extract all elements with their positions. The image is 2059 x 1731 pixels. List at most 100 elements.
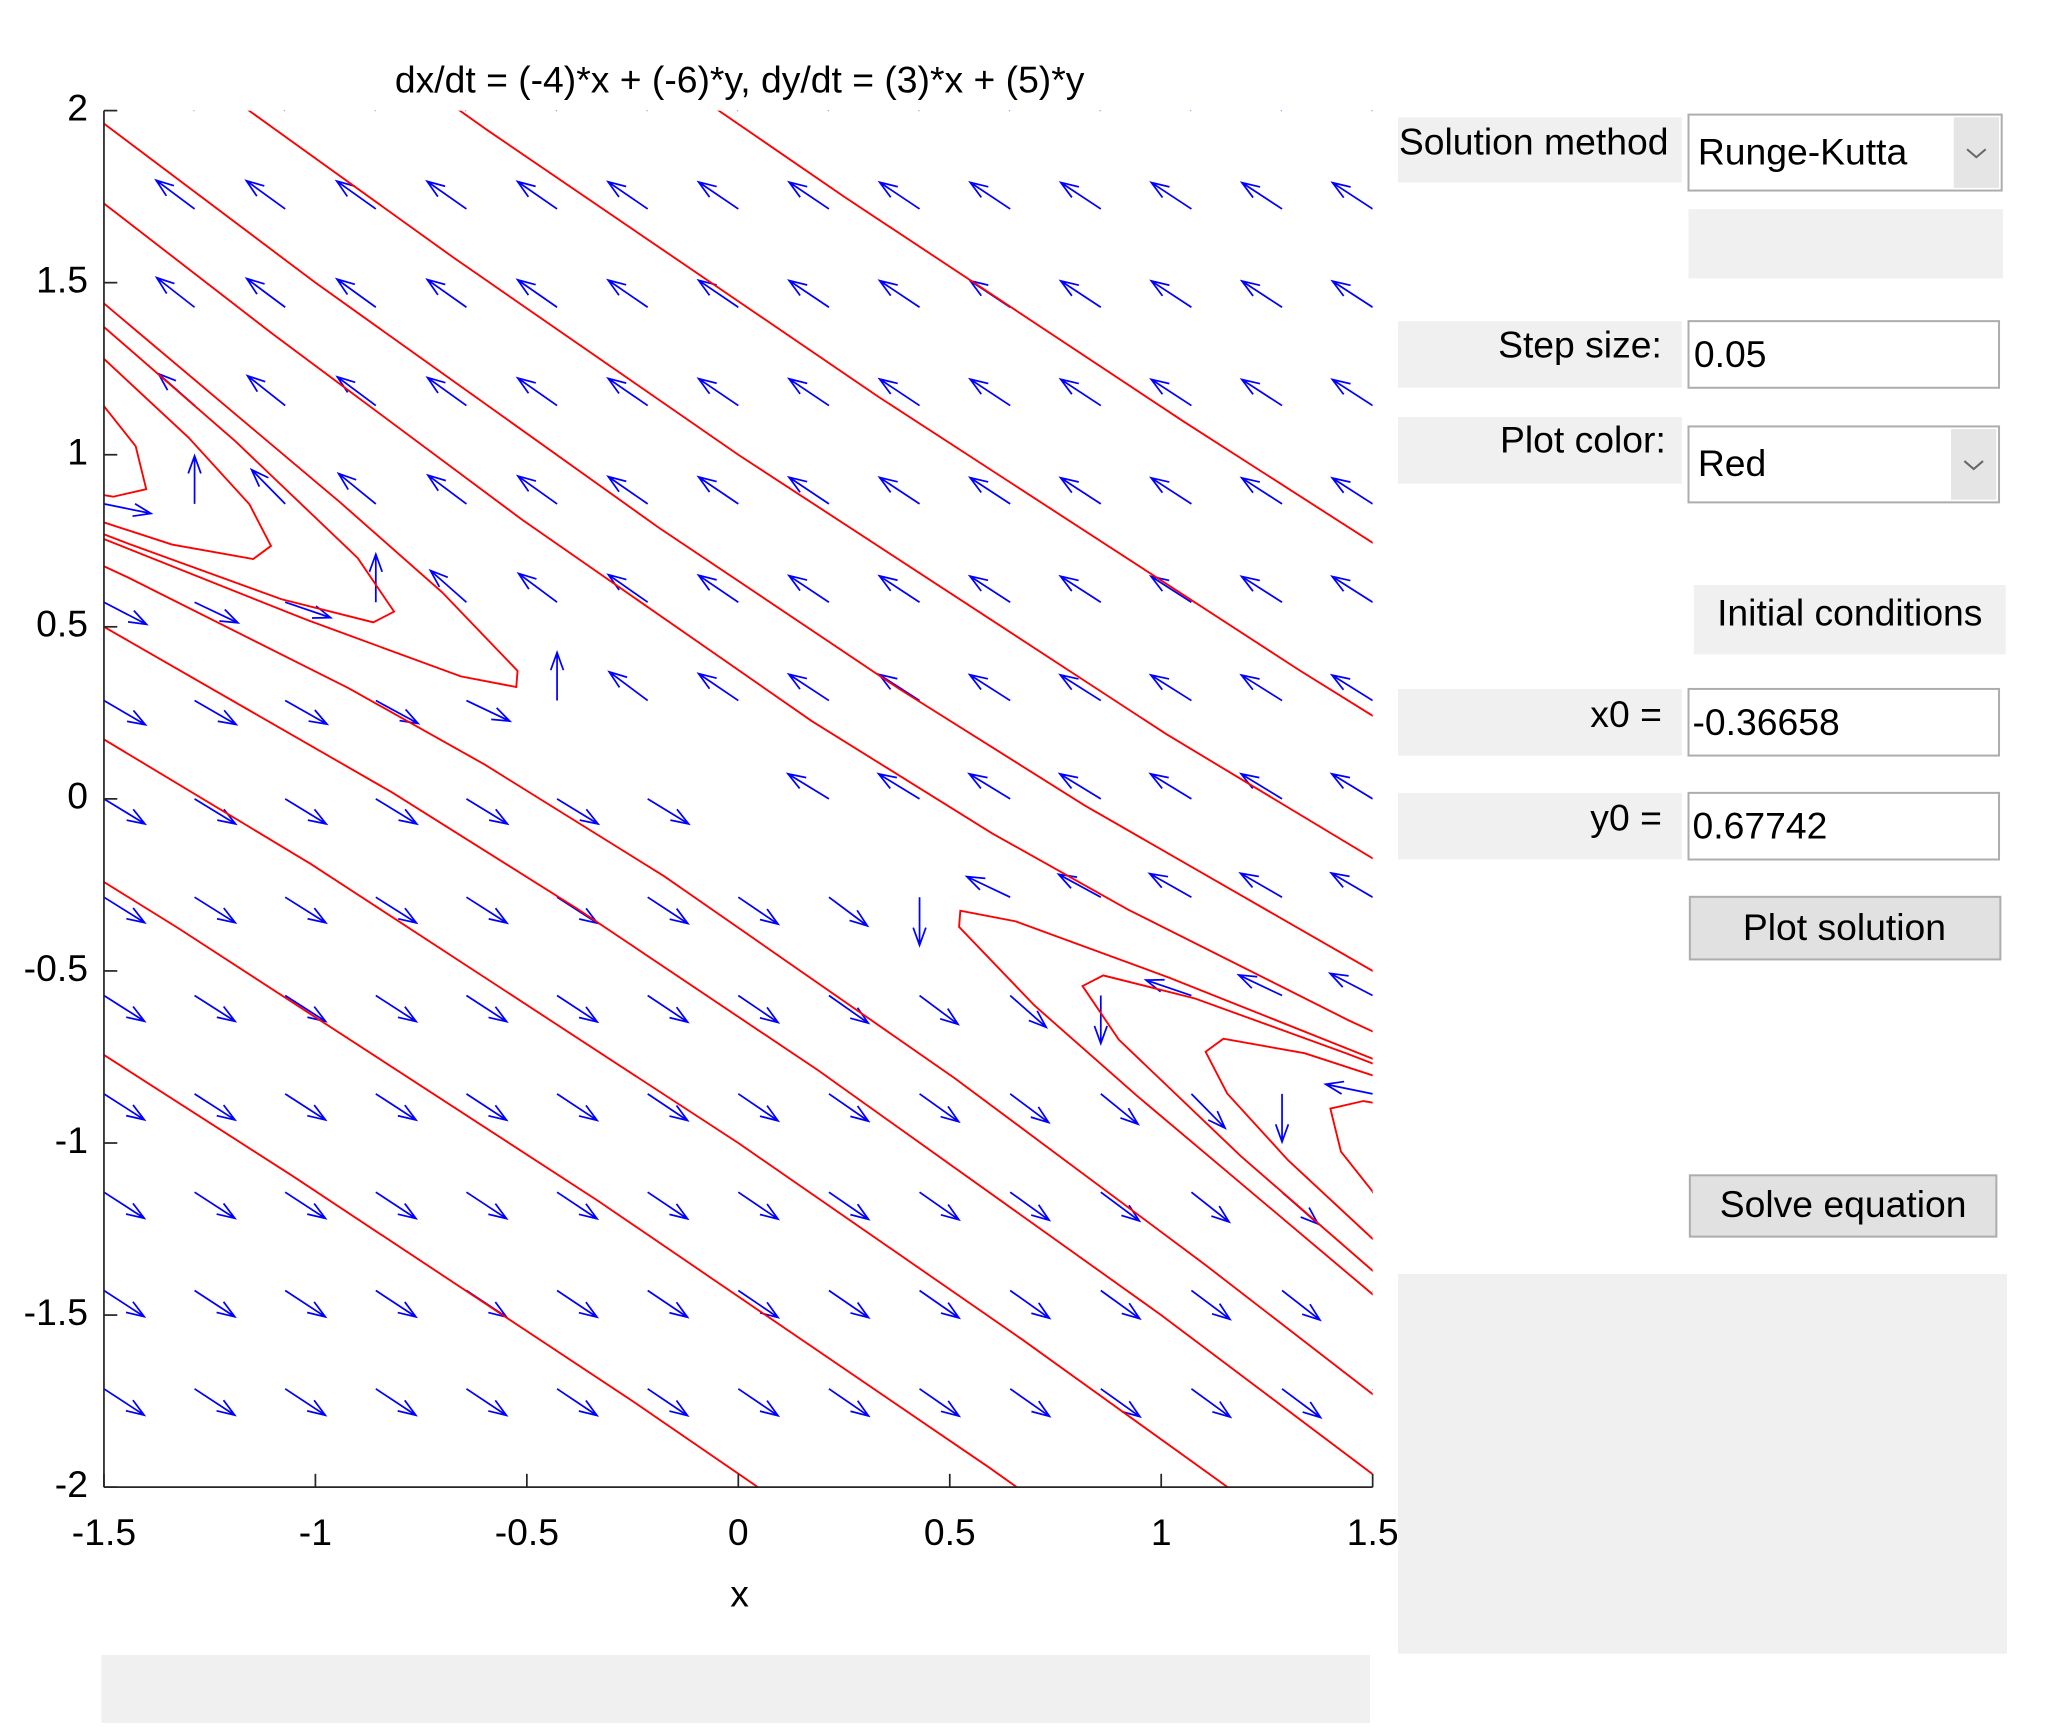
- label-bg: [1397, 321, 1682, 388]
- field-arrow: [1191, 1486, 1193, 1488]
- field-arrow: [465, 1388, 509, 1417]
- dropdown-arrow[interactable]: [1966, 148, 1987, 159]
- field-arrow: [786, 672, 830, 702]
- trajectory: [103, 625, 1373, 1476]
- field-arrow: [1056, 873, 1102, 898]
- button-box[interactable]: [1688, 895, 2002, 961]
- field-arrow: [336, 472, 377, 505]
- solve-button[interactable]: Solve equation: [1688, 1174, 1998, 1238]
- dropdown-box[interactable]: [1687, 113, 2003, 192]
- field-arrow: [556, 1191, 600, 1221]
- field-arrow: [194, 994, 238, 1023]
- chart-title: dx/dt = (-4)*x + (-6)*y, dy/dt = (3)*x +…: [395, 58, 1085, 100]
- y-tick-label: 0.5: [36, 603, 88, 645]
- field-arrow: [1190, 1289, 1232, 1321]
- y-tick-label: -0.5: [24, 947, 88, 989]
- label-bg: [1397, 417, 1682, 484]
- trajectory: [958, 909, 1373, 1296]
- plot-button[interactable]: Plot solution: [1688, 895, 2002, 961]
- field-arrow: [556, 798, 601, 826]
- field-arrow: [516, 572, 558, 603]
- field-arrow: [1330, 476, 1373, 505]
- method-dropdown[interactable]: Runge-Kutta: [1687, 113, 2003, 192]
- field-arrow: [828, 1289, 871, 1320]
- dropdown-arrow[interactable]: [1963, 460, 1984, 471]
- field-arrow: [877, 279, 921, 308]
- field-arrow: [786, 475, 830, 505]
- field-arrow: [1372, 1192, 1373, 1194]
- trajectory: [103, 738, 1230, 1488]
- field-arrow: [787, 180, 830, 210]
- field-arrow: [515, 278, 558, 308]
- dropdown-arrow-box[interactable]: [1953, 117, 2000, 188]
- x-tick-label: 0.5: [924, 1511, 976, 1553]
- field-arrow: [606, 278, 649, 308]
- field-arrow: [1009, 1388, 1052, 1418]
- field-arrow: [1323, 1080, 1373, 1095]
- field-arrow: [103, 1486, 106, 1488]
- trajectory: [103, 565, 1373, 1396]
- field-arrow: [696, 475, 739, 505]
- color-dropdown[interactable]: Red: [1687, 425, 2001, 504]
- button-label[interactable]: Solve equation: [1720, 1183, 1967, 1225]
- field-arrow: [284, 994, 328, 1023]
- step-value[interactable]: 0.05: [1694, 333, 1767, 375]
- field-arrow: [103, 503, 154, 518]
- y0-value[interactable]: 0.67742: [1693, 805, 1828, 847]
- field-arrow: [605, 180, 649, 210]
- field-arrow: [919, 994, 961, 1026]
- field-arrow: [283, 110, 286, 112]
- field-arrow: [515, 376, 558, 407]
- x0-input[interactable]: [1687, 687, 2001, 757]
- field-arrow: [103, 1093, 147, 1122]
- field-arrow: [425, 473, 467, 505]
- field-arrow: [1238, 871, 1283, 898]
- initial-label: Initial conditions: [1717, 592, 1982, 634]
- button-label[interactable]: Plot solution: [1743, 906, 1946, 948]
- field-arrow: [1148, 574, 1192, 603]
- field-arrow: [1009, 1191, 1052, 1222]
- trajectory: [103, 302, 519, 689]
- field-arrow: [877, 180, 921, 210]
- field-arrow: [828, 1388, 871, 1418]
- field-arrow: [696, 672, 739, 702]
- field-arrow: [647, 994, 690, 1024]
- field-arrow: [1190, 1191, 1232, 1224]
- field-arrow: [194, 1388, 237, 1417]
- y-tick-label: -1: [55, 1119, 88, 1161]
- field-arrow: [1281, 1289, 1322, 1322]
- field-arrow: [249, 467, 286, 505]
- field-arrow: [967, 574, 1011, 603]
- field-arrow: [284, 896, 328, 925]
- field-arrow: [334, 277, 377, 308]
- field-arrow: [786, 279, 830, 308]
- button-box[interactable]: [1688, 1174, 1998, 1238]
- field-arrow: [696, 278, 739, 308]
- dropdown-value[interactable]: Red: [1698, 442, 1766, 484]
- field-arrow: [1147, 872, 1192, 898]
- step-input[interactable]: [1687, 320, 2001, 389]
- field-arrow: [877, 377, 921, 407]
- y0-input[interactable]: [1687, 791, 2001, 861]
- field-arrow: [334, 179, 377, 210]
- trajectory: [103, 357, 273, 560]
- field-arrow: [284, 1388, 328, 1417]
- field-arrow: [285, 1486, 287, 1488]
- field-arrow: [1330, 575, 1373, 603]
- field-arrow: [556, 1289, 600, 1319]
- status-bar: [101, 1655, 1371, 1724]
- dropdown-arrow-box[interactable]: [1951, 429, 1997, 500]
- x0-value[interactable]: -0.36658: [1693, 701, 1840, 743]
- dropdown-box[interactable]: [1687, 425, 2001, 504]
- field-arrow: [1190, 1388, 1233, 1419]
- field-arrow: [425, 376, 467, 407]
- field-arrow: [194, 1486, 197, 1488]
- field-arrow: [103, 1191, 147, 1220]
- field-arrow: [515, 180, 558, 210]
- field-arrow: [1280, 110, 1283, 112]
- field-arrow: [1282, 1486, 1284, 1488]
- field-arrow: [375, 896, 419, 925]
- field-arrow: [1189, 110, 1192, 112]
- trajectory: [103, 880, 1019, 1488]
- dropdown-value[interactable]: Runge-Kutta: [1698, 130, 1908, 172]
